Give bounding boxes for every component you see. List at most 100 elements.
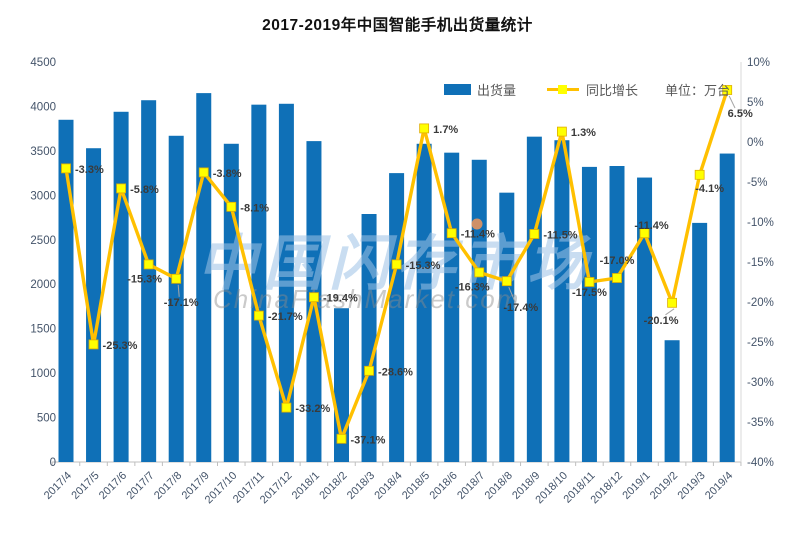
bar-2019/1 [637,177,653,463]
bar-2017/8 [168,135,184,462]
growth-marker [722,85,733,95]
growth-marker [198,167,209,178]
bar-2019/4 [719,153,735,463]
growth-label: -15.3% [127,273,162,285]
x-axis-label: 2017/6 [97,470,129,502]
growth-label: -17.5% [572,287,607,299]
left-axis-tick-label: 4000 [30,101,56,113]
growth-label: -5.8% [130,184,159,196]
growth-marker [584,277,595,287]
growth-label: 1.7% [433,124,458,136]
growth-marker [501,276,512,287]
bar-2018/11 [581,166,597,462]
bar-2017/11 [251,104,267,463]
x-axis-label: 2017/8 [152,470,184,502]
x-axis-label: 2017/5 [69,470,101,502]
x-axis-label: 2018/5 [400,470,432,502]
growth-label: -17.1% [164,297,199,309]
right-axis-tick-label: -5% [747,177,767,189]
x-axis-label: 2018/2 [317,470,349,502]
left-axis-tick-label: 1500 [30,324,56,336]
left-axis-tick-label: 4500 [30,57,56,69]
growth-label: -20.1% [644,315,679,327]
x-axis-label: 2018/4 [372,470,404,502]
growth-marker [474,267,485,278]
right-axis-tick-label: -40% [747,457,774,469]
watermark-subtext: ChinaFlashMarket.com [213,284,520,314]
growth-marker [88,339,99,350]
growth-label: -15.3% [406,260,441,272]
x-axis-label: 2019/2 [648,470,680,502]
x-axis-label: 2018/1 [290,470,322,502]
growth-marker [694,169,705,180]
growth-marker [226,201,237,212]
growth-marker [253,310,264,321]
legend-label-shipments: 出货量 [477,83,517,98]
bar-2017/12 [278,103,294,463]
label-leader [508,287,516,303]
growth-marker [336,433,347,444]
label-leader [177,284,180,297]
growth-label: -28.6% [378,366,413,378]
right-axis-tick-label: -35% [747,417,774,429]
bar-2017/7 [141,100,157,462]
watermark-dot-icon [471,218,483,230]
growth-marker [116,183,126,194]
left-axis-tick-label: 2500 [30,235,56,247]
left-axis-tick-label: 2000 [30,279,56,291]
growth-marker [557,126,567,137]
growth-label: -17.4% [503,302,538,314]
right-axis-tick-label: 5% [747,97,764,109]
growth-label: -21.7% [268,311,303,323]
legend-label-growth: 同比增长 [586,83,639,98]
right-axis-tick-label: -20% [747,297,774,309]
chart-title: 2017-2019年中国智能手机出货量统计 [262,17,533,34]
growth-marker [309,292,319,303]
bar-2018/8 [499,192,515,462]
left-axis-tick-label: 1000 [30,368,56,380]
bar-2019/2 [664,340,680,462]
unit-label: 单位：万台 [665,83,731,98]
x-axis-label: 2018/3 [345,470,377,502]
bar-2018/12 [609,166,625,462]
growth-label: -37.1% [351,434,386,446]
growth-marker [612,273,622,283]
bar-2018/3 [361,214,377,462]
x-axis-label: 2018/7 [455,470,487,502]
growth-label: 1.3% [571,127,596,139]
growth-label: -11.4% [634,220,668,232]
legend-swatch-shipments-icon [444,84,471,95]
bar-2019/3 [692,222,708,462]
x-axis-label: 2018/6 [428,470,460,502]
x-axis-label: 2017/4 [42,470,74,502]
x-axis-label: 2018/8 [483,470,515,502]
right-axis-tick-label: -10% [747,217,774,229]
growth-label: -33.2% [295,403,330,415]
growth-marker [446,228,457,239]
x-axis-label: 2019/1 [620,470,652,502]
legend-marker-square-icon [558,84,568,94]
growth-label: -8.1% [240,202,269,214]
label-leader [665,308,675,316]
bar-2017/6 [113,111,129,463]
growth-label: -3.3% [75,164,104,176]
bar-2017/4 [58,119,74,463]
left-axis-tick-label: 0 [50,457,56,469]
left-axis-tick-label: 3500 [30,146,56,158]
growth-label: -3.8% [213,168,242,180]
growth-marker [171,273,182,284]
x-axis-label: 2019/4 [703,470,735,502]
growth-marker [419,123,430,134]
growth-marker [529,229,540,239]
growth-marker [281,402,292,413]
growth-marker [639,228,650,239]
left-axis-tick-label: 500 [37,413,56,425]
bar-2018/10 [554,140,570,462]
legend-swatch-growth-icon [547,84,580,94]
left-axis-tick-label: 3000 [30,190,56,202]
growth-label: -16.3% [455,281,490,293]
bar-2018/7 [471,159,487,462]
growth-marker [391,259,402,270]
